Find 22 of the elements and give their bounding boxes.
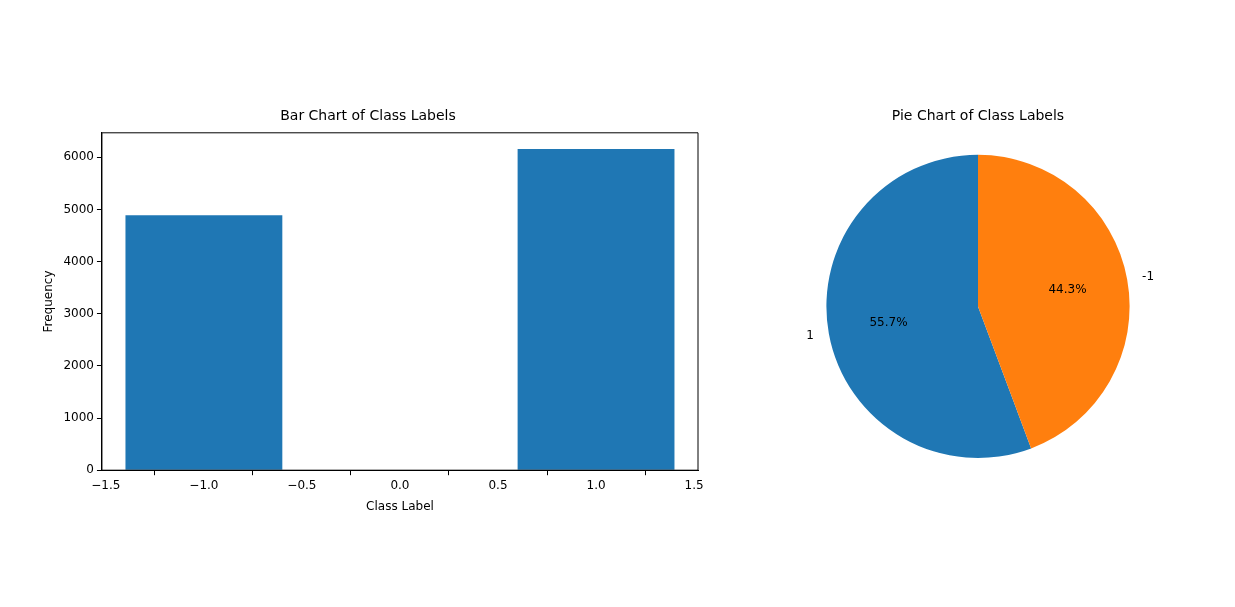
x-tick-label: 1.0 (586, 477, 606, 492)
chart-title: Pie Chart of Class Labels (891, 107, 1065, 124)
x-tick-label: 0.0 (390, 477, 410, 492)
y-tick-label: 2000 (63, 358, 94, 373)
chart-title: Bar Chart of Class Labels (280, 107, 456, 124)
y-tick-label: 0 (86, 462, 94, 477)
slice-label: 1 (806, 328, 814, 343)
data-label: 44.3% (1048, 282, 1087, 297)
y-axis-title: Frequency (41, 270, 56, 333)
x-tick-label: 1.5 (684, 477, 704, 492)
x-tick-label: −0.5 (287, 477, 317, 492)
y-tick-label: 6000 (63, 149, 94, 164)
y-tick-label: 1000 (63, 410, 94, 425)
y-tick-label: 4000 (63, 253, 94, 268)
slice-label: -1 (1142, 268, 1155, 283)
y-tick-label: 5000 (63, 201, 94, 216)
x-tick-label: −1.5 (91, 477, 121, 492)
y-tick-label: 3000 (63, 305, 94, 320)
x-axis-title: Class Label (366, 498, 434, 513)
data-label: 55.7% (869, 314, 908, 329)
x-tick-label: −1.0 (189, 477, 219, 492)
x-tick-label: 0.5 (488, 477, 508, 492)
